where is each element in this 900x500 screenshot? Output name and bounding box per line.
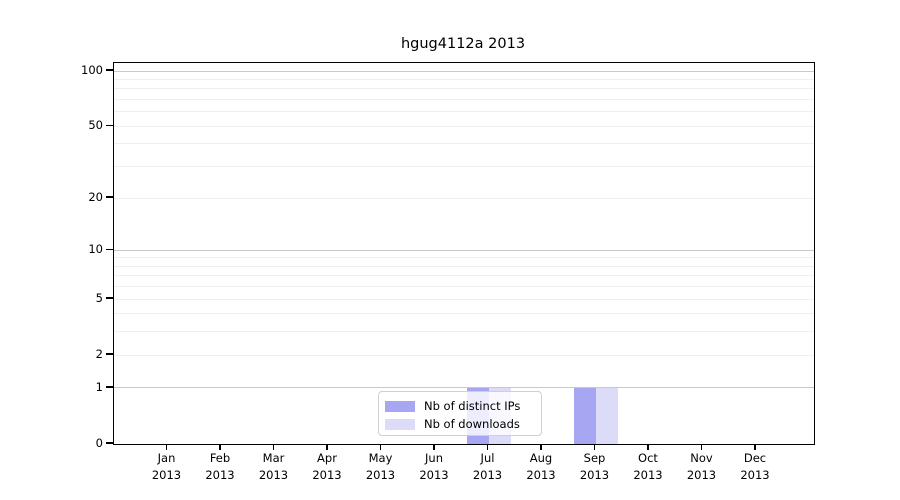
- bar-downloads: [595, 387, 618, 444]
- x-tick-label: Aug 2013: [526, 451, 556, 482]
- y-gridline-minor: [114, 166, 814, 168]
- x-tick-label: Apr 2013: [312, 451, 342, 482]
- legend-label-downloads: Nb of downloads: [424, 417, 520, 431]
- y-tick-label: 10: [88, 242, 103, 257]
- y-tick-label: 1: [95, 379, 103, 394]
- x-tick-label: Jun 2013: [419, 451, 449, 482]
- y-gridline-minor: [114, 298, 814, 300]
- x-tick-mark: [433, 444, 435, 450]
- y-tick-mark: [106, 124, 113, 127]
- y-gridline-major: [114, 249, 814, 251]
- x-tick-label: Feb 2013: [205, 451, 235, 482]
- y-gridline-minor: [114, 265, 814, 267]
- bar-distinct-ips: [573, 387, 596, 444]
- y-tick-mark: [106, 353, 113, 355]
- x-tick-mark: [272, 444, 275, 450]
- y-gridline-minor: [114, 257, 814, 259]
- y-gridline-minor: [114, 79, 814, 81]
- y-tick-mark: [106, 386, 113, 388]
- legend-item-distinct-ips: Nb of distinct IPs: [385, 397, 535, 415]
- y-tick-mark: [106, 69, 113, 71]
- legend: Nb of distinct IPs Nb of downloads: [378, 391, 542, 436]
- x-tick-mark: [486, 444, 489, 450]
- y-gridline-minor: [114, 143, 814, 145]
- x-tick-label: Sep 2013: [579, 451, 610, 482]
- y-gridline-minor: [114, 99, 814, 101]
- x-tick-label: Mar 2013: [258, 451, 289, 482]
- legend-swatch-distinct-ips: [385, 400, 415, 412]
- x-tick-mark: [593, 444, 596, 450]
- legend-label-distinct-ips: Nb of distinct IPs: [424, 399, 521, 413]
- y-tick-mark: [106, 248, 113, 250]
- y-tick-label: 100: [81, 63, 103, 78]
- y-gridline-major: [114, 70, 814, 72]
- y-gridline-minor: [114, 88, 814, 90]
- y-tick-label: 0: [95, 436, 103, 450]
- y-gridline-minor: [114, 197, 814, 199]
- legend-item-downloads: Nb of downloads: [385, 415, 535, 433]
- x-tick-label: Jul 2013: [472, 451, 503, 482]
- legend-swatch-downloads: [385, 418, 415, 430]
- y-gridline-minor: [114, 354, 814, 356]
- y-tick-mark: [106, 442, 113, 444]
- x-tick-label: Dec 2013: [740, 451, 770, 482]
- x-tick-mark: [647, 444, 649, 450]
- y-gridline-minor: [114, 313, 814, 315]
- x-tick-mark: [219, 444, 221, 450]
- x-tick-mark: [165, 444, 168, 450]
- y-gridline-minor: [114, 111, 814, 113]
- y-tick-label: 5: [95, 291, 103, 306]
- y-gridline-minor: [114, 125, 814, 127]
- x-tick-label: Jan 2013: [151, 451, 182, 482]
- x-tick-label: Nov 2013: [686, 451, 717, 482]
- y-tick-mark: [106, 196, 113, 198]
- x-tick-mark: [540, 444, 542, 450]
- y-gridline-minor: [114, 275, 814, 277]
- y-gridline-minor: [114, 286, 814, 288]
- x-tick-mark: [754, 444, 756, 450]
- x-tick-label: May 2013: [365, 451, 396, 482]
- chart-title: hgug4112a 2013: [400, 36, 526, 52]
- x-tick-mark: [379, 444, 382, 450]
- plot-area: Nb of distinct IPs Nb of downloads: [113, 62, 815, 445]
- x-tick-mark: [326, 444, 328, 450]
- y-gridline-minor: [114, 331, 814, 333]
- y-tick-label: 20: [88, 190, 103, 204]
- y-tick-label: 2: [95, 347, 103, 362]
- x-tick-mark: [700, 444, 703, 450]
- x-tick-label: Oct 2013: [633, 451, 663, 482]
- y-tick-label: 50: [88, 118, 103, 133]
- y-tick-mark: [106, 297, 113, 299]
- y-gridline-major: [114, 387, 814, 389]
